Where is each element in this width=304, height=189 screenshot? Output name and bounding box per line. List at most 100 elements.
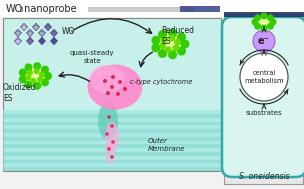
Circle shape [103,79,107,83]
FancyArrowPatch shape [240,60,244,64]
Circle shape [105,132,109,136]
Bar [3,18,221,171]
Circle shape [110,124,114,128]
Text: central
metabolism: central metabolism [244,70,284,84]
Bar [3,129,221,133]
Circle shape [33,68,40,74]
Circle shape [177,33,186,41]
Circle shape [174,39,181,46]
Text: 3: 3 [70,30,74,35]
Ellipse shape [156,33,184,55]
Circle shape [25,63,33,71]
Circle shape [123,87,127,91]
Circle shape [159,42,166,49]
Circle shape [253,30,275,52]
Polygon shape [44,23,51,31]
Circle shape [110,155,114,159]
Circle shape [158,49,167,58]
Circle shape [254,23,261,30]
FancyArrowPatch shape [262,27,266,32]
Polygon shape [15,29,22,37]
Polygon shape [20,23,27,31]
Bar [3,160,221,163]
Bar [3,118,221,122]
Bar [3,148,221,152]
Circle shape [25,74,31,81]
Circle shape [161,36,168,43]
Circle shape [39,71,45,77]
FancyArrowPatch shape [262,50,266,55]
Circle shape [30,78,36,84]
Circle shape [158,30,167,39]
Circle shape [41,66,49,74]
Bar [3,167,221,171]
Bar [3,137,221,141]
Polygon shape [26,29,33,37]
Bar [3,156,221,160]
Circle shape [33,82,41,90]
Circle shape [267,23,274,30]
Text: WO: WO [6,4,23,13]
Bar [3,152,221,156]
Ellipse shape [89,65,125,93]
Bar [3,144,221,148]
Circle shape [240,53,288,101]
Bar [224,12,304,17]
Ellipse shape [255,15,273,29]
FancyArrowPatch shape [139,52,153,67]
Bar [224,14,303,184]
Polygon shape [26,37,33,45]
Circle shape [172,45,179,52]
FancyArrowPatch shape [59,72,90,81]
Circle shape [107,147,111,151]
Circle shape [118,80,122,84]
Circle shape [254,14,261,21]
Circle shape [19,69,27,77]
Polygon shape [39,37,46,45]
Circle shape [261,25,268,32]
Bar [88,7,193,11]
Circle shape [151,43,161,52]
Text: quasi-steady
state: quasi-steady state [70,50,114,64]
Circle shape [33,62,41,70]
Polygon shape [50,37,57,45]
Circle shape [261,12,268,19]
Circle shape [110,85,114,89]
Circle shape [37,76,43,82]
FancyBboxPatch shape [222,17,304,177]
Text: c-type cytochrome: c-type cytochrome [130,79,192,85]
Text: substrates: substrates [246,110,282,116]
Bar [0,0,304,17]
Text: S. oneidensis: S. oneidensis [239,172,289,181]
Polygon shape [15,37,22,45]
Text: nanoprobe: nanoprobe [21,4,77,13]
Text: Oxidized
ES: Oxidized ES [3,83,36,103]
Text: Outer
Membrane: Outer Membrane [148,138,185,152]
Circle shape [111,140,115,144]
Polygon shape [50,29,57,37]
Circle shape [151,36,161,45]
FancyArrowPatch shape [285,90,288,94]
Circle shape [25,81,33,89]
Circle shape [168,29,177,38]
Ellipse shape [23,66,47,86]
Circle shape [177,46,186,56]
Circle shape [27,70,33,76]
Polygon shape [39,29,46,37]
Circle shape [168,35,175,42]
Bar [3,114,221,118]
Circle shape [267,14,274,21]
Circle shape [251,19,258,26]
Circle shape [168,50,177,59]
FancyArrowPatch shape [262,104,266,109]
Bar [3,110,221,114]
Ellipse shape [88,64,143,109]
FancyArrowPatch shape [74,19,152,33]
Circle shape [111,75,115,79]
Ellipse shape [105,122,119,152]
Bar [3,141,221,144]
Text: 3: 3 [18,7,22,13]
Bar [3,125,221,129]
Circle shape [107,115,111,119]
Circle shape [181,40,189,49]
